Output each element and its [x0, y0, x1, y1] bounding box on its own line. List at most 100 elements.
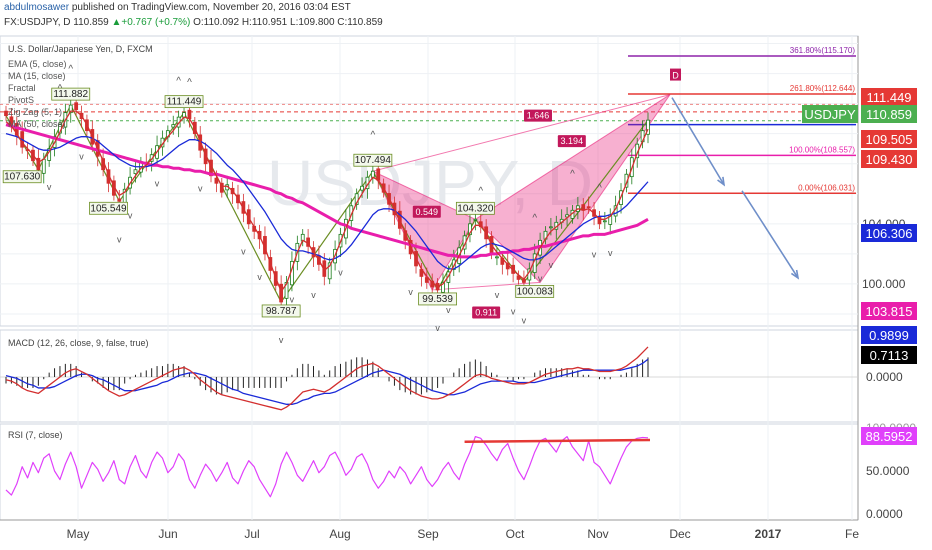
price-tick: 100.000	[862, 277, 906, 291]
price-badge-text: 103.815	[866, 304, 913, 319]
candle-body	[516, 275, 521, 280]
swing-label-box	[418, 292, 457, 306]
swing-label-box	[51, 87, 91, 101]
time-tick: Nov	[587, 527, 608, 541]
indicator-list: EMA (5, close) MA (15, close) Fractal Pivot…	[8, 58, 67, 130]
candle-body	[219, 182, 224, 193]
candle-body	[376, 168, 381, 181]
fractal-down-icon: v	[155, 179, 160, 189]
fractal-up-icon: ^	[176, 76, 181, 87]
fractal-down-icon: v	[408, 287, 413, 297]
macd-line	[5, 346, 649, 411]
main-pane	[0, 35, 859, 327]
indicator-label: MA (50, close)	[8, 119, 66, 129]
fib-label: 0.00%(106.031)	[798, 183, 855, 192]
ratio-text: 3.194	[561, 136, 584, 146]
fractal-up-icon: ^	[371, 130, 376, 141]
swing-label: 107.494	[355, 155, 392, 166]
rsi-tick: 50.0000	[866, 464, 910, 478]
candle-body	[370, 170, 375, 178]
time-tick: Jul	[244, 527, 259, 541]
candle-body	[279, 283, 284, 303]
fractal-down-icon: v	[117, 234, 122, 244]
candle-body	[74, 102, 79, 111]
candle-body	[68, 104, 73, 114]
rsi-resistance-line	[464, 438, 651, 444]
ratio-text: 0.911	[475, 307, 497, 317]
swing-label-box	[2, 170, 42, 184]
fractal-up-icon: ^	[597, 183, 602, 194]
pattern-xd-line	[372, 94, 671, 172]
rsi-badge	[861, 427, 917, 445]
macd-badge	[861, 326, 917, 344]
fractal-down-icon: v	[290, 294, 295, 304]
fractal-down-icon: v	[338, 267, 343, 277]
candle-body	[478, 221, 483, 228]
time-tick: Jun	[158, 527, 177, 541]
projection-arrow	[671, 97, 725, 186]
fractal-down-icon: v	[495, 290, 500, 300]
instrument-title: U.S. Dollar/Japanese Yen, D, FXCM	[8, 44, 153, 54]
author-link[interactable]: abdulmosawer	[4, 2, 70, 13]
macd-badge-text: 0.9899	[869, 328, 909, 343]
candle-body	[646, 119, 650, 135]
fib-label: 261.80%(112.644)	[790, 84, 856, 93]
candle-body	[171, 124, 176, 128]
ratio-text: 0.549	[416, 207, 439, 217]
price-badge-text: USDJPY	[804, 107, 856, 122]
fractal-down-icon: v	[79, 152, 84, 162]
fractal-down-icon: v	[446, 305, 451, 315]
rsi-plot	[5, 436, 651, 498]
swing-label: 99.539	[422, 294, 453, 305]
panes	[0, 35, 859, 521]
pattern-bd-line	[432, 281, 541, 291]
macd-plot	[0, 346, 858, 411]
price-badge	[861, 302, 917, 320]
indicator-label: Zig Zag (5, 1)	[8, 107, 63, 117]
swing-labels: 111.882 111.449 107.630 105.549 98.787 107.49…	[2, 68, 681, 319]
candle-body	[327, 262, 332, 280]
price-badge	[861, 88, 917, 106]
macd-badge	[861, 346, 917, 364]
candle-body	[4, 110, 8, 117]
swing-label: 111.449	[167, 97, 202, 108]
price-badge-text: 109.505	[866, 132, 913, 147]
candle-body	[349, 205, 354, 221]
indicator-label: EMA (5, close)	[8, 59, 67, 69]
candle-body	[473, 218, 478, 221]
time-tick: Fe	[845, 527, 859, 541]
rsi-badge-text: 88.5952	[866, 429, 913, 444]
fractal-up-icon: ^	[478, 186, 483, 197]
fib-label: 100.00%(108.557)	[789, 145, 855, 154]
swing-label: 111.882	[53, 89, 88, 100]
fractal-down-icon: v	[522, 315, 527, 325]
ratio-badge	[412, 205, 441, 218]
candle-body	[214, 177, 219, 184]
candle-body	[187, 109, 192, 120]
time-tick: Dec	[669, 527, 690, 541]
rsi-label: RSI (7, close)	[8, 430, 63, 440]
swing-label: 98.787	[266, 306, 297, 317]
indicator-label: PivotS	[8, 95, 35, 105]
pattern-d-badge	[670, 68, 681, 81]
fractal-down-icon: v	[241, 246, 246, 256]
rsi-tick: 0.0000	[866, 507, 903, 521]
time-axis: May Jun Jul Aug Sep Oct Nov Dec 2017 Fe	[67, 527, 860, 541]
time-tick: 2017	[755, 527, 782, 541]
candle-body	[468, 223, 472, 236]
price-badge-text: 106.306	[866, 226, 913, 241]
change-text: +0.767 (+0.7%)	[121, 17, 191, 28]
candle-body	[182, 112, 186, 118]
candle-body	[117, 198, 122, 202]
candle-body	[549, 226, 553, 229]
arrow-head-icon	[790, 269, 800, 280]
fractal-down-icon: v	[549, 260, 554, 270]
macd-badge-text: 0.7113	[870, 348, 909, 363]
fractal-up-icon: ^	[532, 213, 537, 224]
swing-label-box	[164, 95, 204, 109]
swing-label-box	[353, 153, 393, 167]
candle-body	[602, 220, 607, 223]
candle-body	[441, 282, 445, 293]
